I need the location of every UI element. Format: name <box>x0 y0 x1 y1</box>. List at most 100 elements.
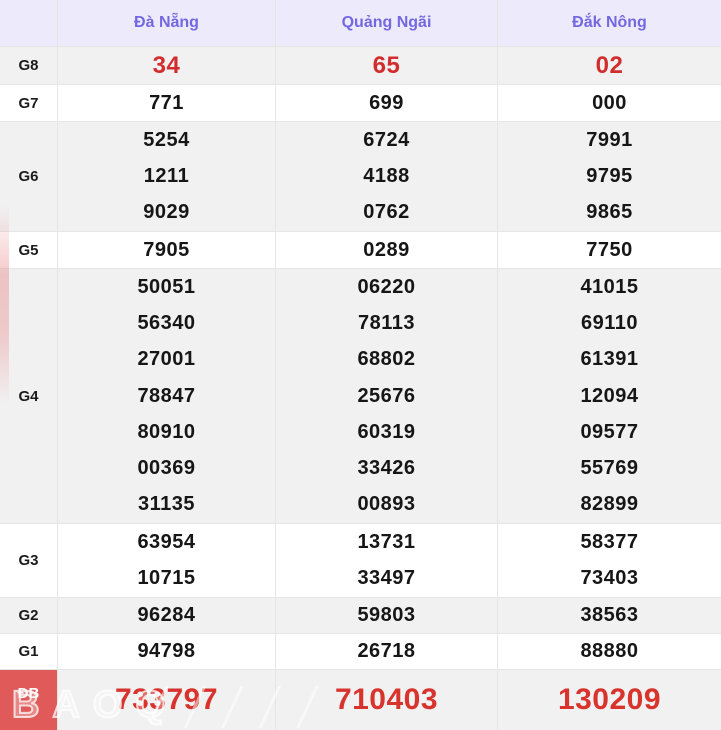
prize-value: 1211 <box>143 164 190 187</box>
prize-value: 00893 <box>357 493 416 516</box>
prize-label-text: ĐB <box>17 685 40 702</box>
header-province-quang-ngai[interactable]: Quảng Ngãi <box>275 0 497 46</box>
prize-cell: 0289 <box>275 232 497 268</box>
prize-value: 02 <box>595 51 624 79</box>
prize-value: 9029 <box>143 201 190 224</box>
prize-value: 34 <box>152 51 181 79</box>
prize-value: 61391 <box>580 348 639 371</box>
prize-value: 55769 <box>580 457 639 480</box>
prize-row-g8: G8 34 65 02 <box>0 46 721 84</box>
prize-cell: 34 <box>57 47 275 84</box>
prize-value: 00369 <box>137 457 196 480</box>
prize-cell: 06220 78113 68802 25676 60319 33426 00893 <box>275 269 497 523</box>
prize-label-text: G7 <box>18 94 39 112</box>
prize-label-text: G3 <box>18 552 39 569</box>
prize-value: 63954 <box>137 530 196 553</box>
prize-row-g6: G6 5254 1211 9029 6724 4188 0762 7991 9795 9865 <box>0 121 721 231</box>
prize-label: G2 <box>0 598 57 633</box>
prize-value: 733797 <box>114 683 219 716</box>
prize-cell: 88880 <box>497 634 721 669</box>
prize-label-text: G8 <box>18 57 39 74</box>
prize-value: 78847 <box>137 384 196 407</box>
prize-value: 82899 <box>580 493 639 516</box>
prize-cell: 5254 1211 9029 <box>57 122 275 231</box>
prize-value: 000 <box>592 91 627 114</box>
prize-cell: 02 <box>497 47 721 84</box>
prize-value: 12094 <box>580 384 639 407</box>
prize-cell: 96284 <box>57 598 275 633</box>
prize-value: 38563 <box>580 604 639 626</box>
prize-cell: 699 <box>275 85 497 121</box>
prize-value: 06220 <box>357 275 416 298</box>
prize-cell: 65 <box>275 47 497 84</box>
prize-label: G3 <box>0 524 57 597</box>
prize-value: 699 <box>369 91 404 114</box>
prize-value: 88880 <box>580 640 639 662</box>
prize-row-g1: G1 94798 26718 88880 <box>0 633 721 669</box>
prize-label: G6 <box>0 122 57 231</box>
prize-label-text: G6 <box>18 168 39 185</box>
prize-cell: 26718 <box>275 634 497 669</box>
prize-value: 6724 <box>363 128 410 151</box>
header-province-dak-nong[interactable]: Đắk Nông <box>497 0 721 46</box>
prize-label-text: G1 <box>18 643 39 660</box>
prize-label: G1 <box>0 634 57 669</box>
prize-value: 27001 <box>137 348 196 371</box>
prize-value: 09577 <box>580 420 639 443</box>
prize-row-g2: G2 96284 59803 38563 <box>0 597 721 633</box>
prize-label: G4 <box>0 269 57 523</box>
prize-cell: 7991 9795 9865 <box>497 122 721 231</box>
prize-value: 59803 <box>357 604 416 626</box>
prize-value: 33426 <box>357 457 416 480</box>
prize-value: 7991 <box>586 128 633 151</box>
prize-cell: 7750 <box>497 232 721 268</box>
prize-row-db: ĐB 733797 710403 130209 <box>0 669 721 730</box>
prize-cell: 41015 69110 61391 12094 09577 55769 82899 <box>497 269 721 523</box>
prize-value: 31135 <box>137 493 195 516</box>
prize-row-g5: G5 7905 0289 7750 <box>0 231 721 268</box>
prize-cell: 59803 <box>275 598 497 633</box>
prize-rows-container: G8 34 65 02 G7 771 699 000 G6 5254 1211 9029 6724 418… <box>0 46 721 730</box>
prize-label: G7 <box>0 85 57 121</box>
prize-label-text: G4 <box>18 387 39 405</box>
prize-cell: 58377 73403 <box>497 524 721 597</box>
prize-cell: 130209 <box>497 670 721 730</box>
prize-value: 7750 <box>586 238 633 261</box>
prize-value: 56340 <box>137 311 196 334</box>
prize-value: 13731 <box>357 530 416 553</box>
prize-row-g3: G3 63954 10715 13731 33497 58377 73403 <box>0 523 721 597</box>
prize-value: 33497 <box>357 567 416 590</box>
prize-label-text: G2 <box>18 607 39 624</box>
prize-cell: 7905 <box>57 232 275 268</box>
prize-value: 60319 <box>357 420 416 443</box>
prize-cell: 13731 33497 <box>275 524 497 597</box>
prize-value: 9795 <box>586 164 633 187</box>
prize-value: 41015 <box>580 275 639 298</box>
prize-value: 0762 <box>363 201 410 224</box>
prize-cell: 000 <box>497 85 721 121</box>
prize-value: 130209 <box>557 683 662 716</box>
prize-value: 25676 <box>357 384 416 407</box>
prize-cell: 50051 56340 27001 78847 80910 00369 31135 <box>57 269 275 523</box>
prize-value: 96284 <box>137 604 196 626</box>
prize-cell: 6724 4188 0762 <box>275 122 497 231</box>
prize-row-g4: G4 50051 56340 27001 78847 80910 00369 31135 062… <box>0 268 721 523</box>
prize-cell: 94798 <box>57 634 275 669</box>
prize-value: 9865 <box>586 201 633 224</box>
table-header-row: Đà Nẵng Quảng Ngãi Đắk Nông <box>0 0 721 46</box>
header-province-da-nang[interactable]: Đà Nẵng <box>57 0 275 46</box>
prize-cell: 710403 <box>275 670 497 730</box>
prize-label: ĐB <box>0 670 57 730</box>
prize-value: 58377 <box>580 530 639 553</box>
prize-cell: 63954 10715 <box>57 524 275 597</box>
prize-value: 4188 <box>363 164 410 187</box>
prize-value: 7905 <box>143 238 190 261</box>
prize-label: G8 <box>0 47 57 84</box>
prize-label: G5 <box>0 232 57 268</box>
prize-cell: 38563 <box>497 598 721 633</box>
prize-value: 26718 <box>357 640 416 662</box>
prize-value: 73403 <box>580 567 639 590</box>
prize-value: 65 <box>372 51 401 79</box>
prize-value: 94798 <box>137 640 196 662</box>
